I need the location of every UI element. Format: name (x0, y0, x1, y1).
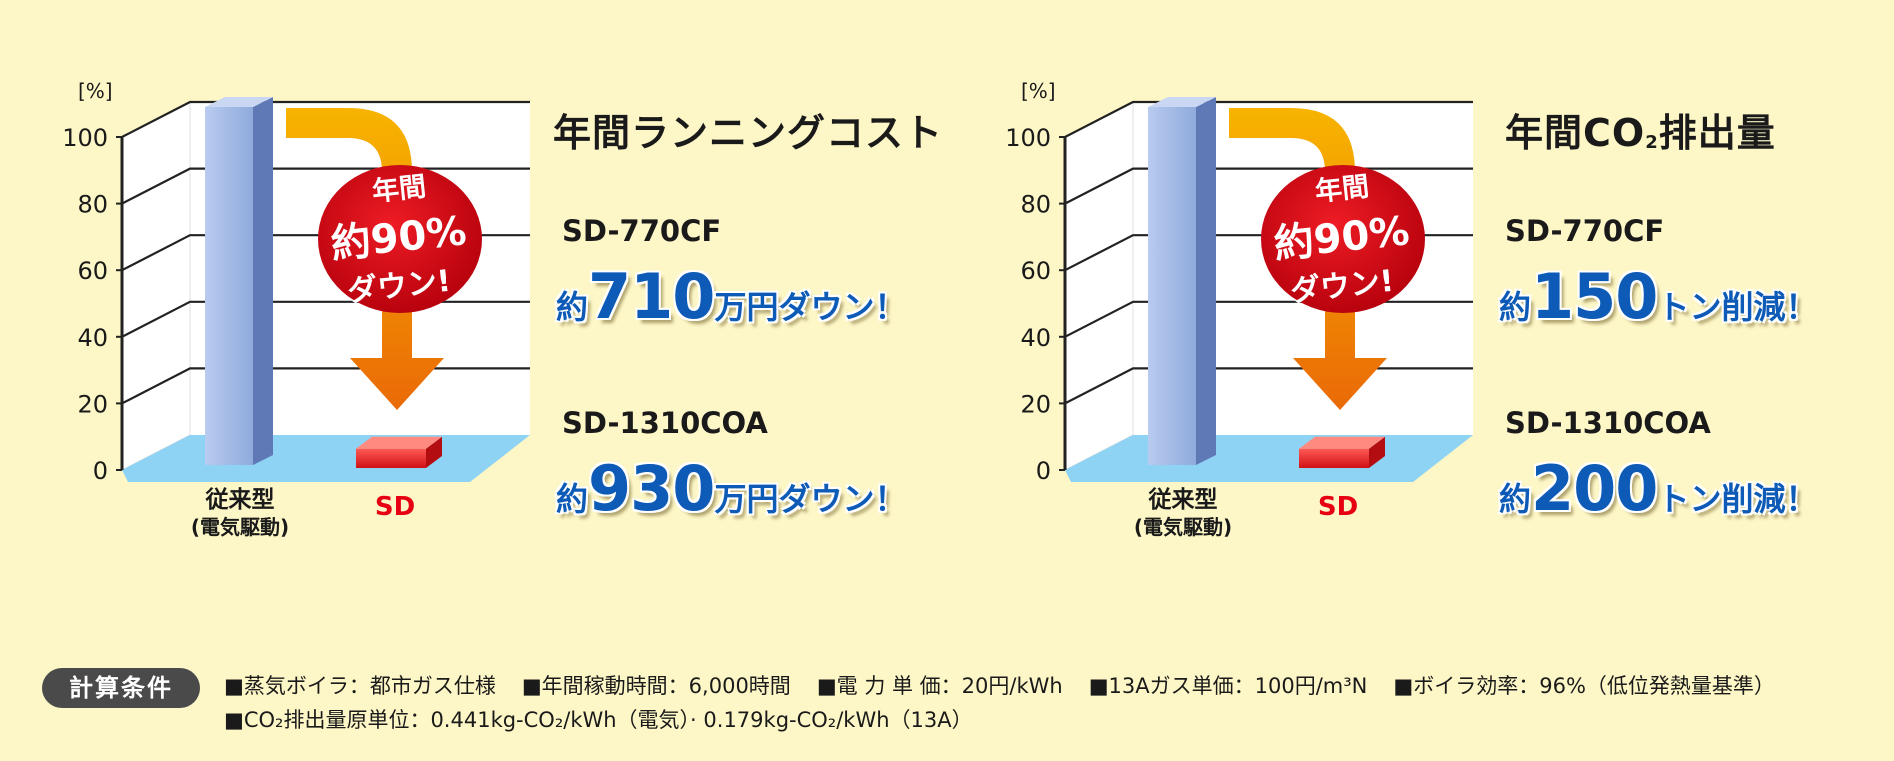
y-tick-label: 100 (1005, 124, 1051, 152)
chart-title: 年間ランニングコスト (553, 111, 944, 155)
x-category-label: 従来型 (205, 486, 275, 513)
condition-item: ■蒸気ボイラ：都市ガス仕様 (224, 674, 496, 698)
condition-item: ■電 力 単 価：20円/kWh (816, 674, 1063, 698)
chart-floor (122, 435, 530, 482)
badge-text: 年間 (371, 170, 428, 207)
x-category-label: SD (375, 492, 415, 522)
chart-title: 年間CO2排出量 (1505, 111, 1776, 155)
x-category-label: SD (1318, 492, 1358, 522)
y-tick-label: 80 (1020, 191, 1051, 219)
model-name: SD-770CF (1505, 214, 1665, 248)
y-axis-unit: [%] (78, 79, 113, 103)
reduction-badge (1261, 165, 1425, 313)
model-name: SD-1310COA (562, 406, 768, 440)
side-wall (121, 101, 191, 471)
x-category-label: 従来型 (1148, 486, 1218, 513)
y-tick-label: 40 (77, 324, 108, 352)
y-tick-label: 20 (77, 390, 108, 418)
bar-sd-side (1369, 436, 1385, 468)
result-value: 約930万円ダウン！ (556, 452, 907, 525)
gridline (1064, 100, 1473, 138)
reduction-badge (318, 165, 482, 313)
bar-conventional (1148, 107, 1196, 465)
bar-conventional-top (1148, 97, 1216, 107)
bar-sd (1299, 448, 1369, 468)
bar-conventional-side (1196, 97, 1216, 465)
model-name: SD-770CF (562, 214, 722, 248)
chart-floor (1065, 435, 1473, 482)
side-wall (1064, 101, 1134, 471)
y-tick-label: 100 (62, 124, 108, 152)
y-tick-label: 60 (77, 257, 108, 285)
condition-item: ■ボイラ効率：96%（低位発熱量基準） (1393, 674, 1775, 698)
bar-conventional-top (205, 97, 273, 107)
conditions-label: 計算条件 (42, 668, 200, 708)
bar-conventional (205, 107, 253, 465)
badge-text: 年間 (1314, 170, 1371, 207)
chart-panel-co2: 0 20 40 60 80 100 [%] 従来型 (電気駆動) SD 年間 約90% ダウン! 年間C… (943, 0, 1890, 600)
condition-item: ■年間稼動時間：6,000時間 (521, 674, 791, 698)
y-tick-label: 60 (1020, 257, 1051, 285)
y-tick-label: 80 (77, 191, 108, 219)
result-value: 約200トン削減！ (1499, 452, 1818, 525)
bar-sd-side (426, 436, 442, 468)
result-value: 約150トン削減！ (1499, 260, 1818, 333)
bar-sd (356, 448, 426, 468)
conditions-line-1: ■蒸気ボイラ：都市ガス仕様 ■年間稼動時間：6,000時間 ■電 力 単 価：20円… (224, 670, 1801, 700)
bar-conventional-side (253, 97, 273, 465)
chart-panel-running-cost: 0 20 40 60 80 100 [%] 従来型 (電気駆動) SD 年間 約90% ダウン! 年間ラ… (0, 0, 947, 600)
conditions-line-2: ■CO₂排出量原単位：0.441kg-CO₂/kWh（電気）· 0.179kg-… (224, 708, 973, 732)
y-tick-label: 20 (1020, 390, 1051, 418)
bar-sd-top (356, 436, 442, 449)
condition-item: ■13Aガス単価：100円/m³N (1088, 674, 1368, 698)
y-axis-unit: [%] (1021, 79, 1056, 103)
gridline (121, 100, 530, 138)
result-value: 約710万円ダウン！ (556, 260, 907, 333)
y-tick-label: 40 (1020, 324, 1051, 352)
x-category-sublabel: (電気駆動) (1134, 515, 1232, 539)
y-tick-label: 0 (93, 457, 108, 485)
y-tick-label: 0 (1036, 457, 1051, 485)
model-name: SD-1310COA (1505, 406, 1711, 440)
x-category-sublabel: (電気駆動) (191, 515, 289, 539)
bar-sd-top (1299, 436, 1385, 449)
